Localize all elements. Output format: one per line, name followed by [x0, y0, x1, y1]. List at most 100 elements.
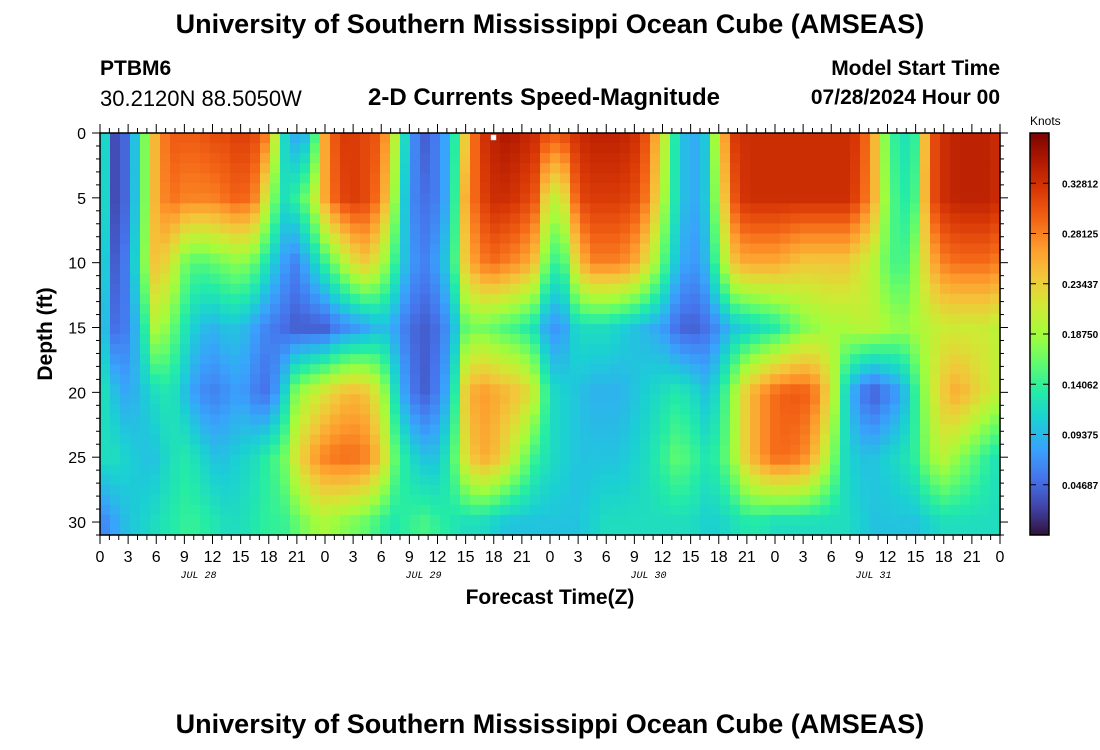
- heatmap-cell: [360, 484, 371, 496]
- heatmap-cell: [690, 313, 701, 325]
- heatmap-cell: [260, 323, 271, 335]
- heatmap-cell: [200, 394, 211, 405]
- heatmap-cell: [890, 253, 901, 265]
- heatmap-cell: [390, 484, 401, 496]
- heatmap-cell: [850, 183, 861, 194]
- heatmap-cell: [100, 384, 111, 395]
- heatmap-cell: [620, 183, 631, 194]
- heatmap-cell: [720, 133, 731, 144]
- heatmap-cell: [440, 454, 451, 466]
- heatmap-cell: [160, 344, 171, 355]
- heatmap-cell: [980, 404, 991, 415]
- heatmap-cell: [500, 374, 511, 385]
- heatmap-cell: [680, 514, 691, 526]
- heatmap-cell: [800, 323, 811, 335]
- heatmap-cell: [210, 374, 221, 385]
- heatmap-cell: [290, 233, 301, 245]
- heatmap-cell: [520, 334, 531, 345]
- heatmap-cell: [140, 394, 151, 405]
- heatmap-cell: [660, 524, 671, 536]
- heatmap-cell: [530, 354, 541, 365]
- heatmap-cell: [730, 494, 741, 506]
- heatmap-cell: [450, 163, 461, 174]
- heatmap-cell: [100, 283, 111, 295]
- heatmap-cell: [490, 153, 501, 164]
- colorbar-tick-label: 0.28125: [1062, 230, 1099, 241]
- heatmap-cell: [780, 253, 791, 265]
- heatmap-cell: [740, 364, 751, 375]
- heatmap-cell: [520, 464, 531, 476]
- heatmap-cell: [430, 444, 441, 456]
- heatmap-cell: [130, 334, 141, 345]
- heatmap-cell: [510, 133, 521, 144]
- heatmap-cell: [540, 303, 551, 315]
- heatmap-cell: [180, 203, 191, 214]
- heatmap-cell: [620, 344, 631, 355]
- heatmap-cell: [830, 474, 841, 486]
- heatmap-cell: [210, 334, 221, 345]
- heatmap-cell: [370, 384, 381, 395]
- heatmap-cell: [510, 183, 521, 194]
- heatmap-cell: [640, 394, 651, 405]
- heatmap-cell: [430, 323, 441, 335]
- heatmap-cell: [840, 263, 851, 275]
- heatmap-cell: [540, 404, 551, 415]
- heatmap-cell: [250, 434, 261, 446]
- heatmap-cell: [260, 384, 271, 395]
- heatmap-cell: [370, 364, 381, 375]
- heatmap-cell: [490, 364, 501, 375]
- heatmap-cell: [350, 293, 361, 305]
- heatmap-cell: [610, 424, 621, 436]
- heatmap-cell: [730, 524, 741, 536]
- heatmap-cell: [800, 263, 811, 275]
- heatmap-cell: [450, 143, 461, 154]
- heatmap-cell: [460, 464, 471, 476]
- heatmap-cell: [170, 444, 181, 456]
- heatmap-cell: [790, 273, 801, 285]
- heatmap-cell: [900, 313, 911, 325]
- heatmap-cell: [840, 464, 851, 476]
- heatmap-cell: [120, 283, 131, 295]
- heatmap-cell: [710, 384, 721, 395]
- heatmap-cell: [940, 303, 951, 315]
- heatmap-cell: [940, 514, 951, 526]
- heatmap-cell: [110, 293, 121, 305]
- heatmap-cell: [340, 253, 351, 265]
- heatmap-cell: [320, 524, 331, 536]
- heatmap-cell: [620, 253, 631, 265]
- heatmap-cell: [360, 273, 371, 285]
- heatmap-cell: [410, 213, 421, 225]
- heatmap-cell: [630, 263, 641, 275]
- heatmap-cell: [440, 133, 451, 144]
- heatmap-cell: [320, 253, 331, 265]
- heatmap-cell: [700, 223, 711, 235]
- heatmap-cell: [850, 364, 861, 375]
- heatmap-cell: [270, 484, 281, 496]
- heatmap-cell: [420, 143, 431, 154]
- heatmap-cell: [290, 394, 301, 405]
- heatmap-cell: [610, 173, 621, 184]
- heatmap-cell: [580, 153, 591, 164]
- heatmap-cell: [200, 233, 211, 245]
- heatmap-cell: [910, 153, 921, 164]
- heatmap-cell: [820, 133, 831, 144]
- heatmap-cell: [860, 133, 871, 144]
- heatmap-cell: [310, 514, 321, 526]
- heatmap-cell: [940, 394, 951, 405]
- heatmap-cell: [220, 374, 231, 385]
- heatmap-cell: [610, 474, 621, 486]
- heatmap-cell: [110, 163, 121, 174]
- heatmap-cell: [950, 494, 961, 506]
- heatmap-cell: [200, 323, 211, 335]
- heatmap-cell: [320, 504, 331, 516]
- heatmap-cell: [350, 243, 361, 255]
- heatmap-cell: [740, 273, 751, 285]
- heatmap-cell: [720, 153, 731, 164]
- heatmap-cell: [500, 143, 511, 154]
- heatmap-cell: [450, 474, 461, 486]
- heatmap-cell: [650, 494, 661, 506]
- heatmap-cell: [620, 424, 631, 436]
- heatmap-cell: [580, 514, 591, 526]
- heatmap-cell: [420, 153, 431, 164]
- heatmap-cell: [280, 504, 291, 516]
